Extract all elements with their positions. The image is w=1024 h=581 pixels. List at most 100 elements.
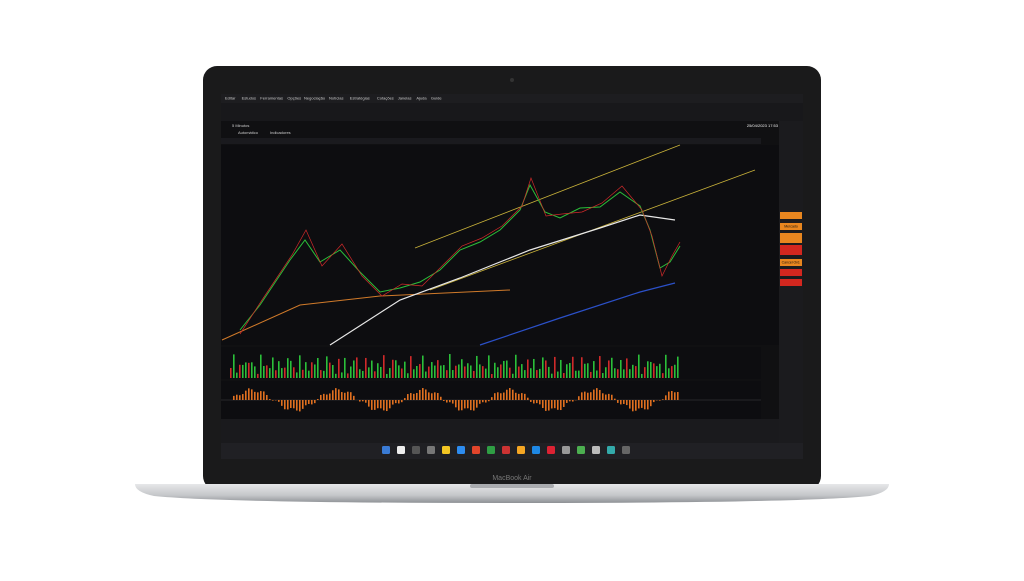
taskbar-icon[interactable] (457, 446, 465, 454)
oscillator-bar (239, 395, 241, 400)
volume-bar (404, 362, 406, 378)
oscillator-bar (440, 397, 442, 400)
menu-item[interactable]: Editar (225, 96, 236, 101)
oscillator-bar (311, 400, 313, 404)
zero-button[interactable] (780, 269, 802, 276)
menu-item[interactable]: Cotações (377, 96, 394, 101)
volume-bar (431, 362, 433, 378)
ask-button[interactable] (780, 233, 802, 243)
oscillator-bar (581, 392, 583, 400)
oscillator-bar (368, 400, 370, 407)
volume-bar (512, 374, 514, 378)
oscillator-bar (350, 392, 352, 400)
oscillator-bar (584, 392, 586, 400)
volume-bar (398, 365, 400, 378)
volume-bar (446, 370, 448, 378)
volume-bar (656, 366, 658, 378)
volume-bar (635, 366, 637, 378)
taskbar-icon[interactable] (547, 446, 555, 454)
taskbar-icon[interactable] (577, 446, 585, 454)
volume-bar (401, 368, 403, 378)
toolbar (221, 103, 803, 121)
volume-bar (572, 357, 574, 378)
volume-bar (470, 365, 472, 378)
oscillator-bar (278, 400, 280, 402)
oscillator-bar (284, 400, 286, 409)
taskbar-icon[interactable] (397, 446, 405, 454)
volume-bar (476, 356, 478, 378)
menu-item[interactable]: Notícias (329, 96, 343, 101)
menu-item[interactable]: Ajuda (416, 96, 427, 101)
indicators-button[interactable]: Indicadores (270, 130, 291, 135)
taskbar-icon[interactable] (427, 446, 435, 454)
oscillator-bar (314, 400, 316, 403)
volume-bar (593, 361, 595, 378)
taskbar-icon[interactable] (562, 446, 570, 454)
volume-bar (554, 357, 556, 378)
menu-item[interactable]: Ferramentas (260, 96, 283, 101)
volume-bar (509, 368, 511, 378)
scale-mode[interactable]: Automático (238, 130, 259, 135)
volume-bar (473, 371, 475, 378)
taskbar-icon[interactable] (622, 446, 630, 454)
oscillator-bar (470, 400, 472, 410)
volume-bar (368, 367, 370, 378)
taskbar-icon[interactable] (502, 446, 510, 454)
volume-bar (296, 372, 298, 378)
volume-bar (617, 369, 619, 378)
volume-bar (263, 366, 265, 378)
menu-item[interactable]: Negociação (304, 96, 326, 101)
cancel-label: Cancel Ord. (782, 260, 801, 264)
volume-bar (329, 363, 331, 378)
taskbar-icon[interactable] (592, 446, 600, 454)
oscillator-bar (269, 399, 271, 400)
volume-bar (257, 374, 259, 378)
menu-item[interactable]: Opções (287, 96, 301, 101)
taskbar-icon[interactable] (517, 446, 525, 454)
buy-button[interactable] (780, 212, 802, 219)
timeframe[interactable]: 5 Minutos (232, 123, 249, 128)
volume-bar (407, 373, 409, 378)
oscillator-bar (431, 393, 433, 400)
close-button[interactable] (780, 279, 802, 286)
volume-bar (377, 363, 379, 378)
oscillator-bar (671, 391, 673, 400)
menu-item[interactable]: Janelas (398, 96, 412, 101)
oscillator-bar (302, 400, 304, 409)
volume-bar (557, 372, 559, 378)
oscillator-bar (632, 400, 634, 411)
taskbar-icon[interactable] (442, 446, 450, 454)
volume-bar (620, 360, 622, 378)
menu-item[interactable]: Guide (431, 96, 442, 101)
taskbar-icon[interactable] (472, 446, 480, 454)
volume-bar (251, 362, 253, 378)
volume-bar (299, 355, 301, 378)
bid-button[interactable] (780, 245, 802, 255)
volume-bar (584, 364, 586, 378)
volume-bar (356, 357, 358, 378)
taskbar-icon[interactable] (412, 446, 420, 454)
volume-bar (293, 367, 295, 378)
volume-bar (644, 367, 646, 378)
taskbar-icon[interactable] (382, 446, 390, 454)
taskbar-icon[interactable] (487, 446, 495, 454)
oscillator-bar (569, 400, 571, 401)
oscillator-bar (347, 392, 349, 400)
oscillator-bar (257, 392, 259, 400)
volume-bar (524, 370, 526, 378)
volume-bar (440, 366, 442, 378)
oscillator-bar (353, 396, 355, 400)
oscillator-bar (386, 400, 388, 411)
menu-item[interactable]: Estudos (242, 96, 256, 101)
oscillator-bar (482, 400, 484, 402)
oscillator-bar (629, 400, 631, 409)
taskbar-icon[interactable] (532, 446, 540, 454)
menu-item[interactable]: Estratégias (350, 96, 370, 101)
taskbar-icon[interactable] (607, 446, 615, 454)
oscillator-bar (509, 388, 511, 400)
volume-bar (275, 370, 277, 378)
oscillator-bar (413, 394, 415, 400)
oscillator-bar (449, 400, 451, 402)
oscillator-bar (500, 393, 502, 400)
volume-bar (290, 361, 292, 378)
